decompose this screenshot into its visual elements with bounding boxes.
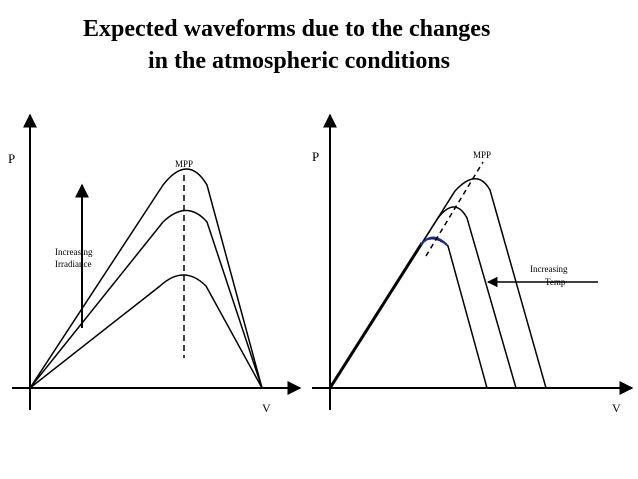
temp-label-line-2: Temp bbox=[545, 277, 566, 287]
right-y-axis-label: P bbox=[312, 149, 319, 164]
right-plot: P V MPP Increasing Temp bbox=[312, 113, 634, 415]
right-mpp-label: MPP bbox=[473, 150, 491, 160]
pv-curve-high-temp bbox=[421, 237, 488, 389]
left-x-axis-label: V bbox=[262, 401, 271, 415]
irradiance-label-line-2: Irradiance bbox=[55, 259, 91, 269]
irradiance-label-line-1: Increasing bbox=[55, 247, 93, 257]
high-temp-peak-arc bbox=[420, 236, 448, 246]
title-line-2: in the atmospheric conditions bbox=[148, 48, 451, 74]
left-y-axis-label: P bbox=[8, 151, 15, 166]
pv-curve-low-temp bbox=[329, 178, 547, 389]
pv-curve-high-irradiance bbox=[29, 168, 263, 389]
right-x-axis-label: V bbox=[612, 401, 621, 415]
pv-curve-medium-irradiance bbox=[29, 209, 263, 389]
pv-curve-mid-temp bbox=[329, 206, 517, 389]
right-mpp-line bbox=[425, 161, 484, 257]
title-line-1: Expected waveforms due to the changes bbox=[83, 16, 491, 42]
temp-label-line-1: Increasing bbox=[530, 264, 568, 274]
left-mpp-label: MPP bbox=[175, 159, 193, 169]
left-plot: P V MPP Increasing Irradiance bbox=[8, 113, 302, 415]
pv-curve-low-irradiance bbox=[29, 274, 263, 389]
